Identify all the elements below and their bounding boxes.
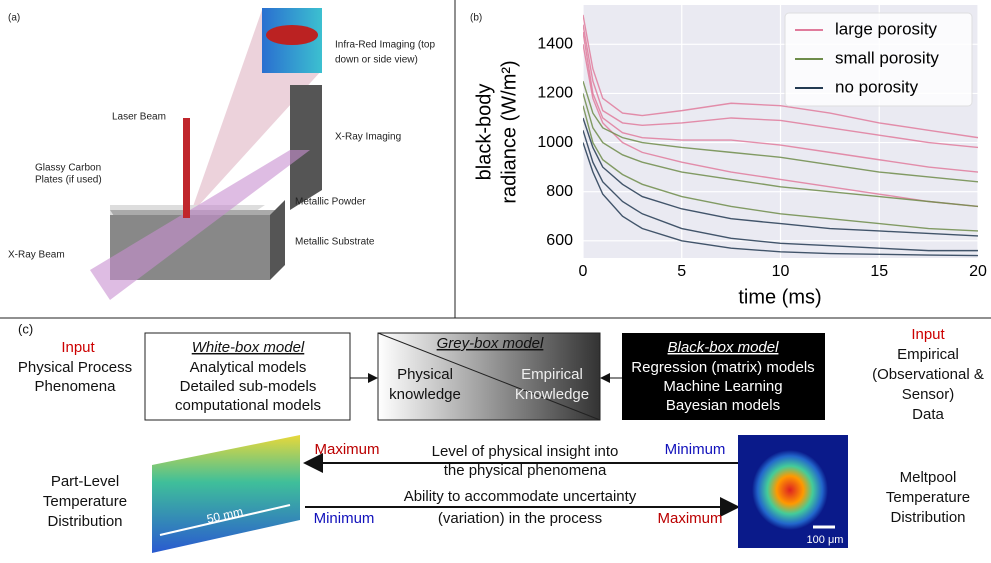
y-tick-label: 1400 — [537, 36, 573, 53]
callout: X-Ray Imaging — [335, 132, 401, 143]
side-text: Meltpool — [900, 469, 957, 486]
panel-label: (a) — [8, 13, 20, 24]
part-image — [152, 435, 300, 553]
input-text: (Observational & — [872, 366, 984, 383]
side-text: Part-Level — [51, 473, 119, 490]
box-title: Grey-box model — [437, 335, 544, 352]
input-text: Empirical — [897, 346, 959, 363]
box-text: Detailed sub-models — [180, 378, 317, 395]
side-text: Temperature — [43, 493, 127, 510]
arrow-text: (variation) in the process — [438, 510, 602, 527]
input-label: Input — [61, 339, 95, 356]
callout: Laser Beam — [112, 112, 166, 123]
arrow-text: Level of physical insight into — [432, 443, 619, 460]
callout: down or side view) — [335, 55, 418, 66]
legend-label: small porosity — [835, 48, 939, 67]
y-axis-label: black-body — [473, 84, 495, 181]
input-text: Sensor) — [902, 386, 955, 403]
y-axis-label: radiance (W/m²) — [498, 60, 520, 203]
side-text: Temperature — [886, 489, 970, 506]
x-tick-label: 15 — [870, 263, 888, 280]
panel-label: (c) — [18, 321, 33, 336]
callout: Infra-Red Imaging (top — [335, 40, 435, 51]
callout: Glassy Carbon — [35, 163, 101, 174]
callout: Metallic Powder — [295, 197, 366, 208]
box-text: knowledge — [389, 386, 461, 403]
input-label: Input — [911, 326, 945, 343]
y-tick-label: 1000 — [537, 134, 573, 151]
box-title: Black-box model — [668, 339, 780, 356]
minimum: Minimum — [665, 441, 726, 458]
y-tick-label: 1200 — [537, 85, 573, 102]
input-text: Physical Process — [18, 359, 132, 376]
minimum: Minimum — [314, 510, 375, 527]
callout: X-Ray Beam — [8, 250, 65, 261]
maximum: Maximum — [657, 510, 722, 527]
scale-label: 100 μm — [807, 534, 844, 546]
x-tick-label: 5 — [677, 263, 686, 280]
arrow-text: the physical phenomena — [444, 462, 607, 479]
apparatus — [90, 8, 322, 300]
callout: Metallic Substrate — [295, 237, 375, 248]
box-text: Regression (matrix) models — [631, 359, 814, 376]
x-axis-label: time (ms) — [738, 286, 821, 308]
box-text: Analytical models — [190, 359, 307, 376]
y-tick-label: 600 — [546, 232, 573, 249]
x-tick-label: 0 — [579, 263, 588, 280]
box-text: computational models — [175, 397, 321, 414]
x-tick-label: 10 — [772, 263, 790, 280]
meltpool — [752, 450, 828, 530]
box-title: White-box model — [192, 339, 305, 356]
legend-label: large porosity — [835, 19, 938, 38]
box-text: Knowledge — [515, 386, 589, 403]
input-text: Phenomena — [35, 378, 117, 395]
maximum: Maximum — [314, 441, 379, 458]
panel-label: (b) — [470, 13, 482, 24]
box-text: Physical — [397, 366, 453, 383]
input-text: Data — [912, 406, 944, 423]
side-text: Distribution — [47, 513, 122, 530]
box-text: Bayesian models — [666, 397, 780, 414]
legend-label: no porosity — [835, 77, 919, 96]
figure: (a) Infra-Red Imaging (top down or side … — [0, 0, 991, 558]
x-tick-label: 20 — [969, 263, 987, 280]
box-text: Machine Learning — [663, 378, 782, 395]
arrow-text: Ability to accommodate uncertainty — [404, 488, 637, 505]
y-tick-label: 800 — [546, 183, 573, 200]
side-text: Distribution — [890, 509, 965, 526]
box-text: Empirical — [521, 366, 583, 383]
callout: Plates (if used) — [35, 175, 102, 186]
